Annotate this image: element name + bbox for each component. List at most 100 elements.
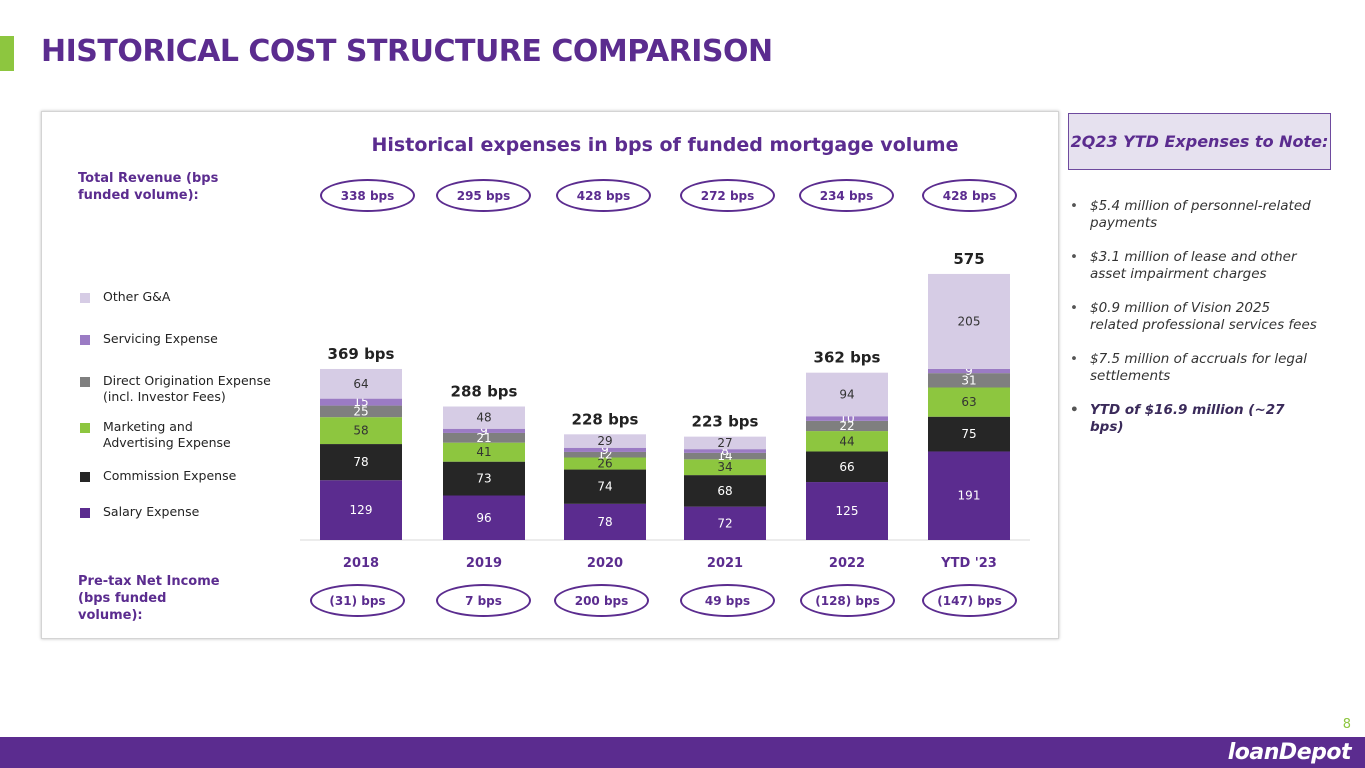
legend-swatch <box>80 423 90 433</box>
bar-total-label: 288 bps <box>451 383 518 401</box>
chart-title: Historical expenses in bps of funded mor… <box>371 134 959 156</box>
bar-segment <box>564 457 646 470</box>
legend-item-commission: Commission Expense <box>80 468 283 484</box>
bar-segment <box>684 452 766 460</box>
bar-value-label: 66 <box>839 460 854 474</box>
legend-label: Salary Expense <box>103 504 200 519</box>
legend-swatch <box>80 377 90 387</box>
legend-swatch <box>80 472 90 482</box>
bar-value-label: 68 <box>717 484 732 498</box>
bar-value-label: 9 <box>601 443 609 457</box>
x-tick-label: 2022 <box>829 556 865 571</box>
bar-segment <box>443 461 525 496</box>
income-pill-2022: (128) bps <box>800 584 895 617</box>
legend-label: Marketing and Advertising Expense <box>103 419 231 450</box>
x-tick-label: 2020 <box>587 556 623 571</box>
bar-value-label: 31 <box>961 373 976 387</box>
bar-total-label: 369 bps <box>328 345 395 363</box>
bar-segment <box>320 417 402 445</box>
bar-value-label: 58 <box>353 424 368 438</box>
x-tick-label: 2019 <box>466 556 502 571</box>
footer-bar <box>0 737 1365 768</box>
bar-total-label: 223 bps <box>692 413 759 431</box>
income-pill-2018: (31) bps <box>310 584 405 617</box>
bar-value-label: 94 <box>839 387 854 401</box>
bar-segment <box>806 416 888 421</box>
bar-segment <box>320 480 402 540</box>
note-item: $5.4 million of personnel-related paymen… <box>1070 198 1320 232</box>
bar-segment <box>564 451 646 458</box>
income-pill-2021: 49 bps <box>680 584 775 617</box>
legend-label: Direct Origination Expense (incl. Invest… <box>103 373 271 404</box>
bar-segment <box>320 368 402 399</box>
legend-swatch <box>80 508 90 518</box>
bar-segment <box>806 482 888 540</box>
legend-label: Servicing Expense <box>103 331 218 346</box>
bar-segment <box>684 475 766 507</box>
revenue-pill-2019: 295 bps <box>436 179 531 212</box>
bar-value-label: 27 <box>717 436 732 450</box>
bar-value-label: 205 <box>958 314 981 328</box>
bar-segment <box>564 447 646 452</box>
pre-tax-net-income-label: Pre-tax Net Income (bps funded volume): <box>78 574 220 623</box>
bar-segment <box>564 434 646 448</box>
bar-total-label: 362 bps <box>814 349 881 367</box>
bar-value-label: 41 <box>476 445 491 459</box>
notes-list: $5.4 million of personnel-related paymen… <box>1070 198 1320 453</box>
bar-value-label: 75 <box>961 427 976 441</box>
bar-segment <box>564 503 646 540</box>
legend-swatch <box>80 335 90 345</box>
income-pill-ytd23: (147) bps <box>922 584 1017 617</box>
income-pill-2019: 7 bps <box>436 584 531 617</box>
bar-segment <box>443 432 525 443</box>
bar-segment <box>684 436 766 450</box>
bar-value-label: 78 <box>597 515 612 529</box>
revenue-pill-2022: 234 bps <box>799 179 894 212</box>
bar-value-label: 125 <box>836 504 859 518</box>
bar-value-label: 129 <box>350 503 373 517</box>
legend-swatch <box>80 293 90 303</box>
bar-segment <box>806 420 888 432</box>
bar-segment <box>806 431 888 452</box>
bar-value-label: 26 <box>597 457 612 471</box>
revenue-pill-ytd23: 428 bps <box>922 179 1017 212</box>
note-item: $7.5 million of accruals for legal settl… <box>1070 351 1320 385</box>
bar-value-label: 48 <box>476 411 491 425</box>
legend-item-direct-origination: Direct Origination Expense (incl. Invest… <box>80 373 283 405</box>
bar-segment <box>928 416 1010 452</box>
bar-segment <box>564 469 646 504</box>
bar-value-label: 44 <box>839 434 854 448</box>
bar-value-label: 96 <box>476 511 491 525</box>
x-tick-label: 2018 <box>343 556 379 571</box>
legend-label: Other G&A <box>103 289 171 304</box>
revenue-pill-2018: 338 bps <box>320 179 415 212</box>
bar-segment <box>684 449 766 453</box>
bar-value-label: 25 <box>353 404 368 418</box>
bar-total-label: 228 bps <box>572 410 639 428</box>
legend-item-servicing: Servicing Expense <box>80 331 283 347</box>
bar-total-label: 575 <box>953 250 984 268</box>
bar-segment <box>320 398 402 406</box>
bar-value-label: 73 <box>476 472 491 486</box>
note-item-total: YTD of $16.9 million (~27 bps) <box>1070 402 1320 436</box>
bar-segment <box>320 405 402 418</box>
bar-segment <box>928 451 1010 540</box>
note-item: $3.1 million of lease and other asset im… <box>1070 249 1320 283</box>
bar-segment <box>684 459 766 476</box>
title-accent-bar <box>0 36 14 71</box>
bar-segment <box>806 451 888 483</box>
bar-segment <box>443 406 525 429</box>
income-pill-2020: 200 bps <box>554 584 649 617</box>
bar-value-label: 34 <box>717 460 732 474</box>
legend-label: Commission Expense <box>103 468 237 483</box>
bar-value-label: 64 <box>353 377 368 391</box>
bar-segment <box>443 495 525 540</box>
bar-segment <box>806 372 888 417</box>
bar-segment <box>928 273 1010 369</box>
bar-value-label: 8 <box>721 444 729 458</box>
bar-value-label: 21 <box>476 431 491 445</box>
loandepot-logo: loanDepot <box>1227 740 1352 765</box>
total-revenue-label: Total Revenue (bps funded volume): <box>78 171 219 203</box>
bar-value-label: 78 <box>353 455 368 469</box>
